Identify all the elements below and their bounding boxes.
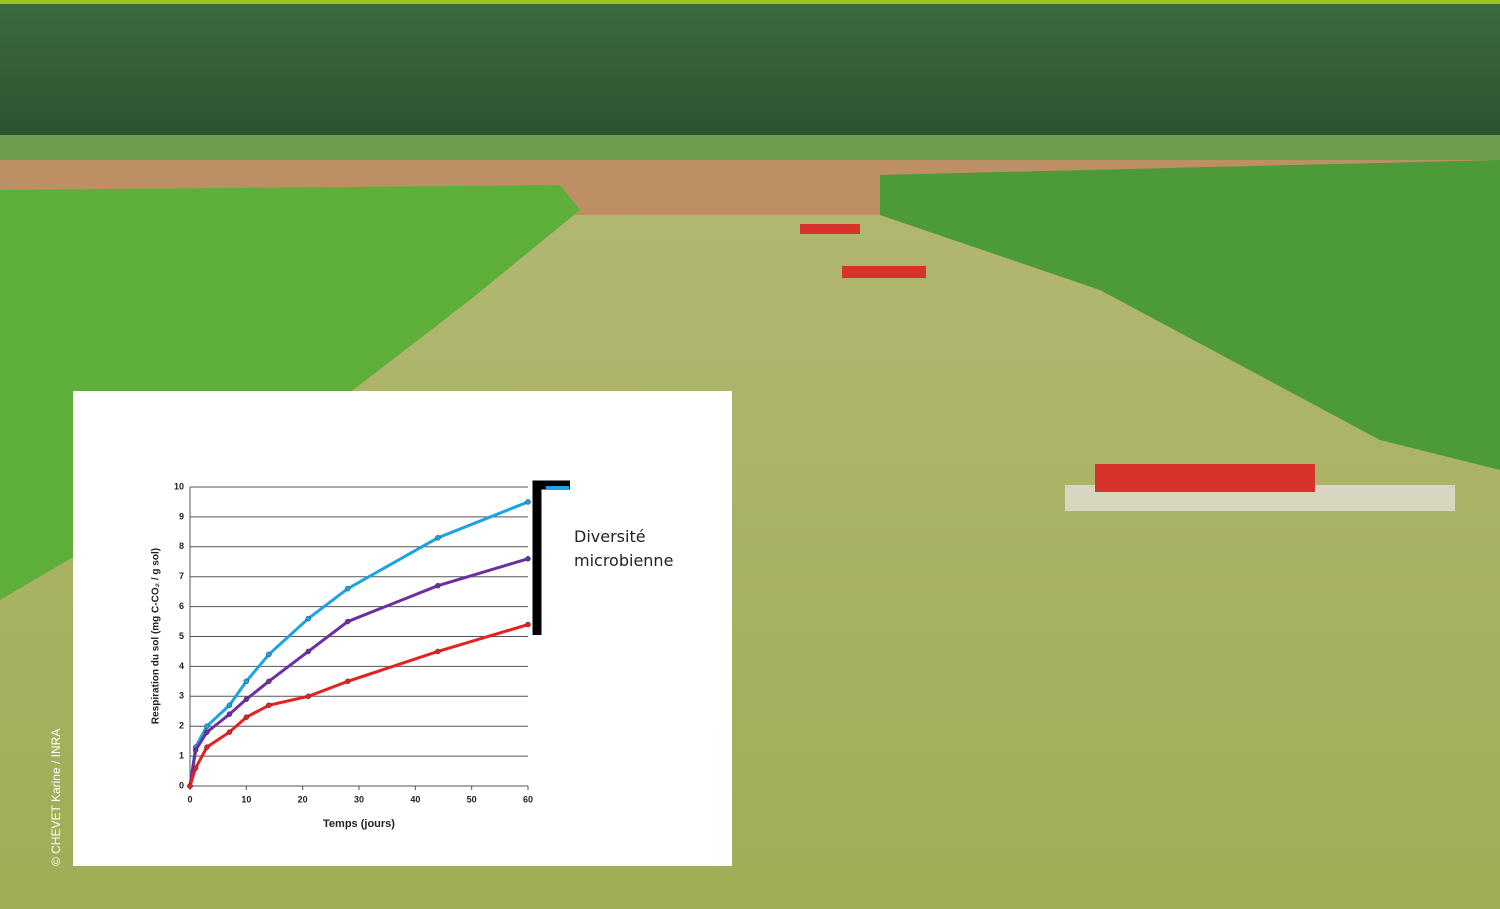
- point: [266, 702, 272, 709]
- series-line: [188, 623, 529, 787]
- point: [226, 711, 233, 717]
- x-tick-label: 20: [298, 794, 308, 804]
- point: [243, 678, 250, 685]
- y-tick-label: 4: [179, 661, 184, 671]
- y-tick-label: 3: [179, 691, 184, 701]
- x-tick-label: 0: [187, 794, 192, 804]
- point: [243, 714, 250, 720]
- y-tick-label: 6: [179, 601, 184, 611]
- credit: © CHEVET Karine / INRA: [49, 729, 63, 866]
- annotation: Diversité microbienne: [574, 527, 674, 570]
- y-tick-label: 8: [179, 541, 184, 551]
- point: [192, 747, 199, 753]
- point: [204, 744, 210, 750]
- point: [266, 651, 272, 658]
- point: [266, 678, 272, 685]
- y-tick-label: 1: [179, 750, 184, 760]
- x-tick-label: 10: [241, 794, 251, 804]
- point: [204, 723, 210, 729]
- point: [435, 535, 441, 541]
- y-axis-label: Respiration du sol (mg C-CO₂ / g sol): [151, 548, 162, 724]
- point: [305, 648, 312, 655]
- point: [435, 582, 441, 589]
- point: [344, 585, 351, 592]
- x-tick-label: 60: [523, 794, 533, 804]
- point: [187, 783, 193, 789]
- point: [344, 678, 351, 685]
- y-tick-label: 5: [179, 631, 184, 641]
- point: [525, 556, 531, 562]
- red-box: [842, 266, 926, 278]
- right-crop: [880, 160, 1500, 470]
- y-tick-label: 10: [174, 481, 184, 491]
- chart-panel: [73, 391, 732, 866]
- far-field: [0, 135, 1500, 160]
- point: [435, 648, 441, 655]
- red-box: [800, 224, 860, 234]
- point: [226, 729, 233, 735]
- top-bar: [0, 0, 1500, 4]
- point: [344, 618, 351, 625]
- x-axis-label: Temps (jours): [323, 818, 395, 830]
- series-line: [188, 500, 529, 787]
- red-box: [1095, 464, 1315, 492]
- x-tick-label: 40: [410, 794, 420, 804]
- series-line: [188, 557, 529, 787]
- point: [525, 499, 531, 505]
- x-tick-label: 50: [467, 794, 477, 804]
- trees: [0, 0, 1500, 140]
- point: [243, 696, 250, 703]
- x-tick-label: 30: [354, 794, 364, 804]
- bracket: [532, 480, 570, 635]
- point: [204, 729, 210, 735]
- y-tick-label: 9: [179, 511, 184, 521]
- point: [305, 693, 312, 700]
- y-tick-label: 2: [179, 721, 184, 731]
- point: [525, 621, 531, 628]
- point: [305, 615, 312, 622]
- y-tick-label: 7: [179, 571, 184, 581]
- y-tick-label: 0: [179, 780, 184, 790]
- point: [226, 702, 233, 709]
- point: [192, 765, 199, 771]
